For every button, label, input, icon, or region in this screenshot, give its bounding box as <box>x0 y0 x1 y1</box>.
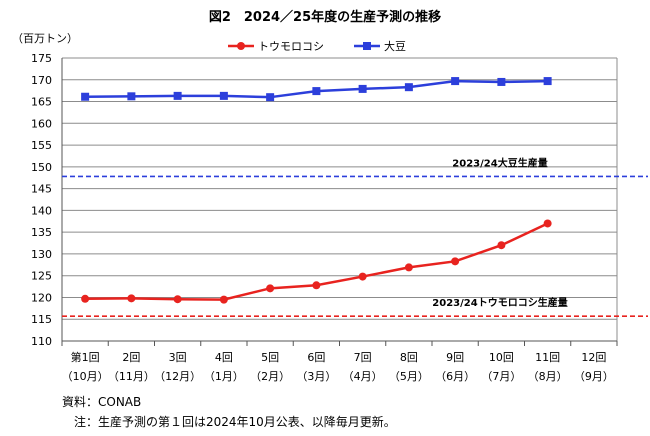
data-point <box>543 77 552 86</box>
y-tick-label: 120 <box>31 291 52 304</box>
data-point <box>81 92 90 101</box>
y-tick-label: 175 <box>31 52 52 65</box>
x-tick-label: 4回 <box>215 351 233 364</box>
data-point <box>404 83 413 92</box>
data-point <box>497 77 506 86</box>
x-tick-sublabel: （10月） <box>62 370 109 383</box>
x-tick-label: 9回 <box>446 351 464 364</box>
x-tick-label: 12回 <box>581 351 606 364</box>
x-tick-sublabel: （4月） <box>343 370 383 383</box>
notes: 資料：CONAB 注：生産予測の第１回は2024年10月公表、以降毎月更新。 <box>62 392 396 432</box>
x-tick-sublabel: （12月） <box>154 370 201 383</box>
x-tick-sublabel: （3月） <box>296 370 336 383</box>
x-tick-label: 5回 <box>261 351 279 364</box>
x-tick-label: 7回 <box>354 351 372 364</box>
data-point <box>358 272 367 281</box>
y-tick-label: 170 <box>31 74 52 87</box>
x-tick-label: 6回 <box>307 351 325 364</box>
x-tick-sublabel: （5月） <box>389 370 429 383</box>
y-tick-label: 160 <box>31 117 52 130</box>
data-point <box>266 284 275 293</box>
x-tick-sublabel: （9月） <box>574 370 614 383</box>
y-tick-label: 155 <box>31 139 52 152</box>
y-tick-label: 115 <box>31 313 52 326</box>
legend-label: トウモロコシ <box>258 40 324 53</box>
data-point <box>127 294 136 303</box>
x-tick-label: 第1回 <box>71 350 100 364</box>
y-tick-label: 130 <box>31 248 52 261</box>
data-point <box>543 219 552 228</box>
data-point <box>312 87 321 96</box>
y-tick-label: 140 <box>31 204 52 217</box>
y-tick-label: 125 <box>31 270 52 283</box>
data-point <box>404 263 413 272</box>
x-tick-label: 8回 <box>400 351 418 364</box>
data-point <box>219 91 228 100</box>
y-tick-label: 135 <box>31 226 52 239</box>
reference-line-label: 2023/24大豆生産量 <box>452 156 547 169</box>
y-tick-label: 165 <box>31 96 52 109</box>
x-tick-sublabel: （6月） <box>435 370 475 383</box>
data-point <box>358 84 367 93</box>
data-point <box>127 92 136 101</box>
source-note: 資料：CONAB <box>62 395 142 409</box>
x-tick-label: 3回 <box>169 351 187 364</box>
data-point <box>173 295 182 304</box>
legend-marker <box>237 42 245 50</box>
x-tick-sublabel: （7月） <box>481 370 521 383</box>
chart-title: 図2 2024／25年度の生産予測の推移 <box>209 9 441 25</box>
x-tick-label: 2回 <box>122 351 140 364</box>
y-tick-label: 110 <box>31 335 52 348</box>
data-point <box>219 295 228 304</box>
x-tick-sublabel: （1月） <box>204 370 244 383</box>
x-tick-sublabel: （2月） <box>250 370 290 383</box>
data-point <box>312 281 321 290</box>
legend-marker <box>363 42 371 50</box>
data-point <box>497 241 506 250</box>
y-axis-unit: （百万トン） <box>12 32 78 45</box>
data-point <box>266 93 275 102</box>
legend-label: 大豆 <box>384 39 406 53</box>
data-point <box>451 77 460 86</box>
reference-line-label: 2023/24トウモロコシ生産量 <box>432 296 567 309</box>
footnote: 注：生産予測の第１回は2024年10月公表、以降毎月更新。 <box>62 415 396 429</box>
data-point <box>451 257 460 266</box>
x-tick-label: 11回 <box>535 351 560 364</box>
y-tick-label: 145 <box>31 183 52 196</box>
x-tick-sublabel: （8月） <box>528 370 568 383</box>
data-point <box>173 91 182 100</box>
data-point <box>81 294 90 303</box>
x-tick-label: 10回 <box>489 351 514 364</box>
y-tick-label: 150 <box>31 161 52 174</box>
x-tick-sublabel: （11月） <box>108 370 155 383</box>
